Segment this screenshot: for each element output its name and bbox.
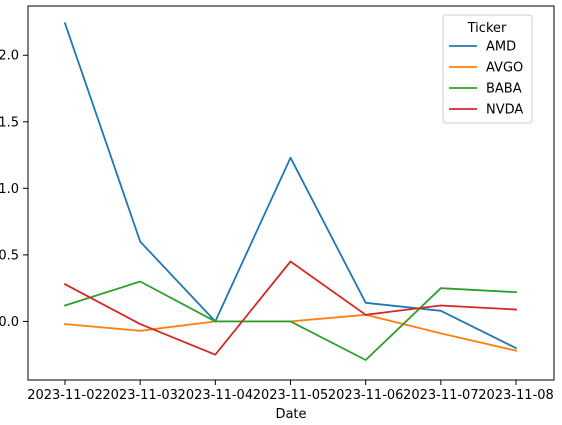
x-tick-label: 2023-11-02 [27, 388, 103, 403]
legend-label-avgo: AVGO [486, 61, 523, 76]
x-axis-title: Date [275, 407, 306, 422]
x-axis: 2023-11-02 2023-11-03 2023-11-04 2023-11-05… [27, 380, 554, 403]
y-axis: 0.0 0.5 1.0 1.5 2.0 [0, 49, 28, 330]
y-tick-label: 1.5 [0, 115, 19, 130]
legend-title: Ticker [467, 21, 507, 36]
series-line-nvda [63, 260, 517, 356]
legend-box [442, 14, 533, 124]
y-tick-label: 1.0 [0, 182, 19, 197]
x-tick-label: 2023-11-04 [178, 388, 254, 403]
series-layer [63, 22, 518, 361]
y-tick-label: 0.5 [0, 248, 19, 263]
x-tick-label: 2023-11-03 [102, 388, 178, 403]
x-tick-label: 2023-11-05 [253, 388, 329, 403]
series-line-amd [63, 22, 518, 350]
legend-label-nvda: NVDA [486, 103, 523, 118]
legend: Ticker AMD AVGO BABA NVDA [442, 14, 533, 124]
y-tick-label: 2.0 [0, 49, 19, 64]
series-line-baba [63, 280, 517, 361]
legend-label-amd: AMD [486, 40, 516, 55]
x-tick-label: 2023-11-07 [403, 388, 479, 403]
y-tick-label: 0.0 [0, 315, 19, 330]
x-tick-label: 2023-11-08 [478, 388, 554, 403]
legend-label-baba: BABA [486, 82, 522, 97]
x-tick-label: 2023-11-06 [328, 388, 404, 403]
